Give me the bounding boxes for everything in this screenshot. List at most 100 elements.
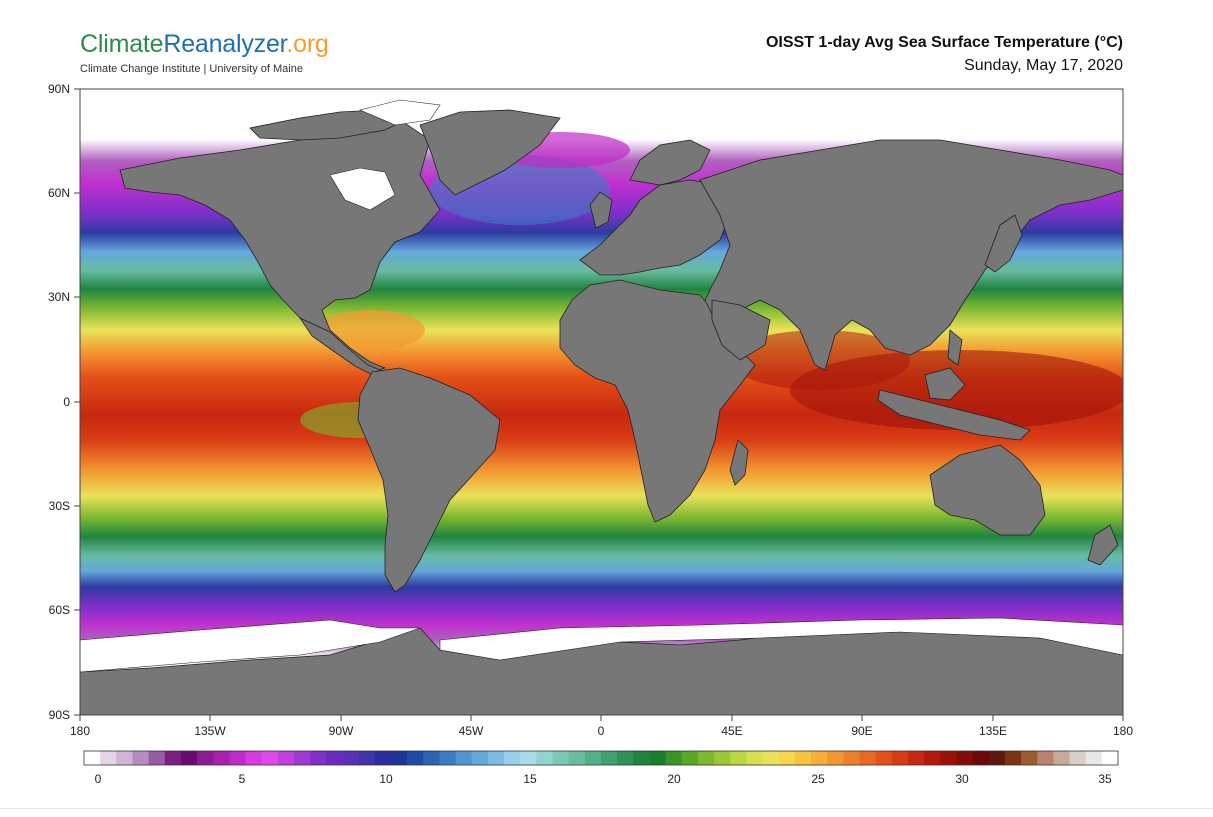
colorbar-swatch [132, 751, 150, 765]
colorbar-swatch [746, 751, 764, 765]
colorbar-swatch [907, 751, 925, 765]
colorbar-swatch [487, 751, 505, 765]
site-logo[interactable]: ClimateReanalyzer.org [80, 30, 329, 59]
colorbar-swatch [778, 751, 796, 765]
sea-ice [80, 99, 1123, 673]
colorbar-label-10: 10 [379, 772, 393, 786]
lon-label-90e: 90E [851, 724, 872, 738]
colorbar-swatch [471, 751, 489, 765]
temperature-colorbar [84, 751, 1119, 765]
colorbar-swatch [439, 751, 457, 765]
colorbar-swatch [100, 751, 117, 765]
colorbar-label-20: 20 [667, 772, 681, 786]
colorbar-swatch [197, 751, 214, 765]
colorbar-swatch [261, 751, 279, 765]
australia [929, 444, 1046, 536]
colorbar-swatch [859, 751, 877, 765]
colorbar-label-35: 35 [1098, 772, 1112, 786]
arabian-peninsula [711, 299, 771, 361]
lon-label-45w: 45W [459, 724, 484, 738]
madagascar [729, 439, 749, 486]
colorbar-label-5: 5 [239, 772, 246, 786]
lat-label-30s: 30S [49, 499, 70, 513]
colorbar-swatch [617, 751, 634, 765]
colorbar-swatch [584, 751, 602, 765]
colorbar-swatch [374, 751, 392, 765]
colorbar-swatch [811, 751, 828, 765]
colorbar-swatch [1101, 751, 1119, 765]
colorbar-frame [83, 750, 1119, 766]
colorbar-swatch [504, 751, 521, 765]
lon-label-180w: 180 [70, 724, 90, 738]
colorbar-swatch [681, 751, 699, 765]
new-zealand [1087, 524, 1119, 566]
colorbar-swatch [294, 751, 311, 765]
colorbar-swatch [213, 751, 230, 765]
colorbar-swatch [649, 751, 667, 765]
colorbar-swatch [1021, 751, 1038, 765]
colorbar-swatch [665, 751, 683, 765]
colorbar-swatch [342, 751, 360, 765]
longitude-axis: 180 135W 90W 45W 0 45E 90E 135E 180 [70, 715, 1133, 738]
colorbar-swatch [277, 751, 295, 765]
colorbar-swatch [875, 751, 893, 765]
colorbar-swatch [601, 751, 618, 765]
lat-label-30n: 30N [48, 290, 70, 304]
colorbar-swatch [536, 751, 554, 765]
scandinavia [629, 139, 711, 186]
colorbar-swatch [358, 751, 376, 765]
colorbar-swatch [891, 751, 909, 765]
colorbar-label-0: 0 [95, 772, 102, 786]
footer-divider [0, 808, 1213, 809]
logo-part-reanalyzer: Reanalyzer [163, 30, 287, 58]
lat-label-60s: 60S [49, 603, 70, 617]
british-isles [589, 191, 613, 229]
colorbar-swatch [1004, 751, 1022, 765]
colorbar-swatch [423, 751, 440, 765]
lon-label-180e: 180 [1113, 724, 1133, 738]
colorbar-swatch [633, 751, 650, 765]
colorbar-swatch [730, 751, 747, 765]
colorbar-swatch [697, 751, 715, 765]
colorbar-swatch [794, 751, 812, 765]
colorbar-swatch [1069, 751, 1087, 765]
colorbar-swatch [988, 751, 1006, 765]
logo-subtitle: Climate Change Institute | University of… [80, 63, 303, 75]
colorbar-swatch [390, 751, 408, 765]
lat-label-60n: 60N [48, 186, 70, 200]
lat-label-90s: 90S [49, 708, 70, 722]
sst-field [80, 89, 1123, 715]
greenland [419, 109, 561, 196]
colorbar-swatch [568, 751, 586, 765]
colorbar-swatch [326, 751, 343, 765]
colorbar-label-25: 25 [811, 772, 825, 786]
colorbar-swatch [520, 751, 537, 765]
map-title: OISST 1-day Avg Sea Surface Temperature … [765, 34, 1123, 51]
colorbar-swatch [180, 751, 198, 765]
colorbar-swatch [455, 751, 473, 765]
colorbar-swatch [310, 751, 327, 765]
colorbar-swatch [762, 751, 780, 765]
colorbar-swatch [552, 751, 570, 765]
indonesia [877, 389, 1031, 441]
colorbar-swatch [972, 751, 990, 765]
borneo [924, 367, 966, 401]
logo-part-org: .org [286, 30, 329, 58]
colorbar-swatch [116, 751, 133, 765]
colorbar-swatch [827, 751, 844, 765]
lon-label-0: 0 [598, 724, 605, 738]
colorbar-swatch [407, 751, 424, 765]
colorbar-swatch [245, 751, 263, 765]
lat-label-0: 0 [63, 395, 70, 409]
lon-label-135w: 135W [194, 724, 226, 738]
philippines [947, 329, 963, 366]
lat-label-90n: 90N [48, 82, 70, 96]
colorbar-swatch [148, 751, 166, 765]
colorbar-swatch [229, 751, 247, 765]
land-masses [80, 109, 1123, 715]
colorbar-swatch [1037, 751, 1054, 765]
colorbar-swatch [164, 751, 182, 765]
colorbar-swatch [1053, 751, 1071, 765]
south-america [357, 367, 501, 593]
